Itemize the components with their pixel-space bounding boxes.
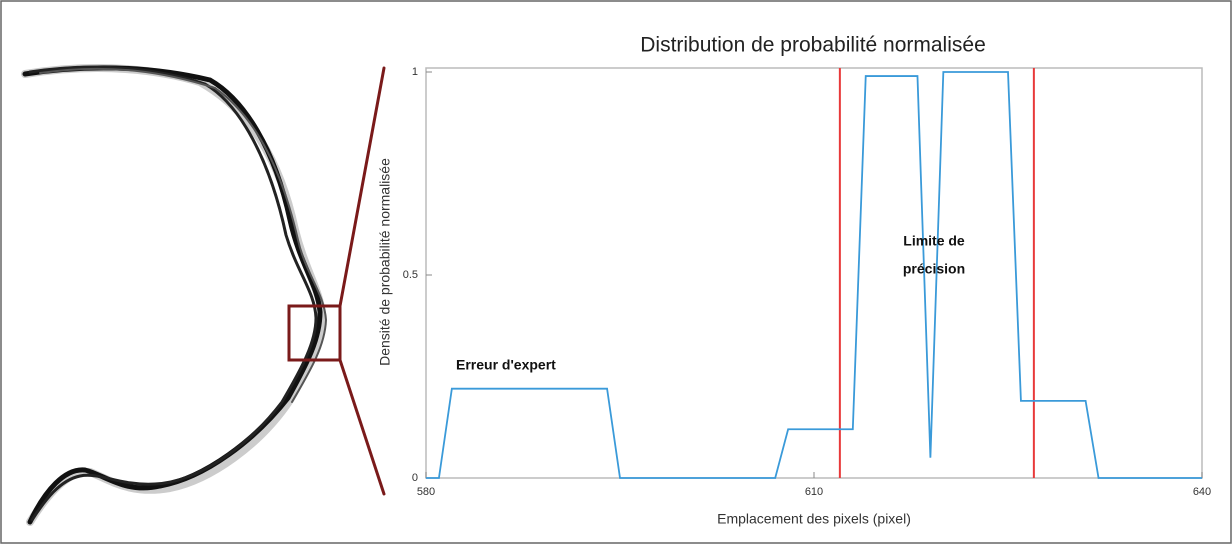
x-axis-label: Emplacement des pixels (pixel) xyxy=(717,511,911,527)
annotation: Limite de xyxy=(903,233,965,249)
y-tick-label: 1 xyxy=(412,66,418,78)
x-tick-label: 580 xyxy=(417,486,435,498)
x-tick-label: 610 xyxy=(805,486,823,498)
y-tick-label: 0 xyxy=(412,472,418,484)
frame xyxy=(1,1,1231,543)
annotation: Erreur d'expert xyxy=(456,357,556,373)
figure: Distribution de probabilité normalisée E… xyxy=(0,0,1232,544)
x-tick-label: 640 xyxy=(1193,486,1211,498)
y-axis-label: Densité de probabilité normalisée xyxy=(377,158,393,366)
chart-title: Distribution de probabilité normalisée xyxy=(640,34,986,57)
y-tick-label: 0.5 xyxy=(403,269,418,281)
annotation: précision xyxy=(903,261,965,277)
